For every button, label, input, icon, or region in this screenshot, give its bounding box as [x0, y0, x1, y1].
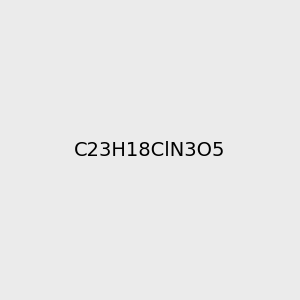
Text: C23H18ClN3O5: C23H18ClN3O5 — [74, 140, 226, 160]
